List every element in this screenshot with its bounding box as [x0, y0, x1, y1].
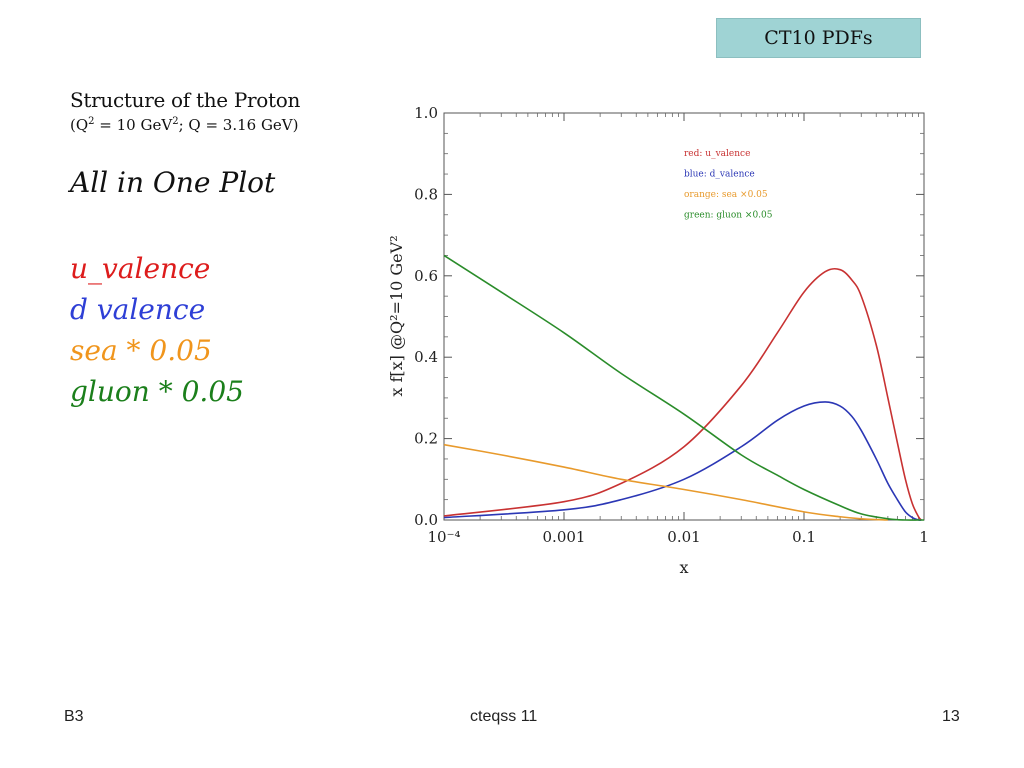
series-lines [443, 254, 924, 521]
y-tick-label: 0.2 [414, 430, 438, 448]
subtitle-open: (Q [70, 116, 89, 134]
x-tick-label: 0.001 [543, 528, 586, 546]
series-label-u-valence: u_valence [70, 252, 211, 285]
legend-entry: green: gluon ×0.05 [684, 211, 773, 221]
x-axis-label: x [679, 558, 688, 577]
y-tick-label: 1.0 [414, 104, 438, 122]
series-line-3 [443, 254, 924, 521]
legend-entry: orange: sea ×0.05 [684, 190, 768, 200]
subtitle-sup-1: 2 [88, 116, 95, 127]
x-tick-label: 0.1 [792, 528, 816, 546]
y-tick-label: 0.6 [414, 267, 438, 285]
x-tick-label: 10⁻⁴ [427, 528, 460, 546]
series-label-list: u_valence d valence sea * 0.05 gluon * 0… [70, 248, 244, 412]
footer-left: B3 [64, 708, 84, 725]
axis-ticks: 10⁻⁴ 0.001 0.01 0.1 1 0.0 0.2 0.4 0.6 0.8 1.0 [414, 104, 929, 546]
legend-entry: blue: d_valence [684, 170, 755, 180]
x-tick-label: 0.01 [667, 528, 700, 546]
y-tick-label: 0.4 [414, 348, 438, 366]
pdf-chart: 10⁻⁴ 0.001 0.01 0.1 1 0.0 0.2 0.4 0.6 0.8 1.0 red:… [387, 104, 929, 577]
slide-badge: CT10 PDFs [716, 18, 921, 58]
series-label-d-valence: d valence [70, 293, 206, 326]
footer-center: cteqss 11 [470, 708, 538, 725]
slide-title: Structure of the Proton [70, 88, 301, 112]
series-line-1 [443, 401, 922, 521]
series-line-2 [443, 443, 888, 521]
y-axis-label: x f[x] @Q²=10 GeV² [387, 235, 406, 396]
x-tick-label: 1 [919, 528, 929, 546]
series-line-0 [443, 267, 922, 521]
subtitle-mid: = 10 GeV [94, 116, 173, 134]
series-label-gluon: gluon * 0.05 [70, 375, 244, 408]
footer-right: 13 [942, 708, 960, 725]
y-tick-label: 0.8 [414, 185, 438, 203]
subtitle-end: ; Q = 3.16 GeV) [178, 116, 299, 134]
legend-entry: red: u_valence [684, 149, 750, 159]
slide-subtitle: (Q2 = 10 GeV2; Q = 3.16 GeV) [70, 116, 299, 134]
slide-heading: All in One Plot [70, 166, 276, 199]
subtitle-sup-2: 2 [172, 116, 179, 127]
y-tick-label: 0.0 [414, 511, 438, 529]
series-label-sea: sea * 0.05 [70, 334, 212, 367]
plot-frame [443, 112, 925, 521]
chart-legend: red: u_valence blue: d_valence orange: sea… [684, 149, 773, 221]
